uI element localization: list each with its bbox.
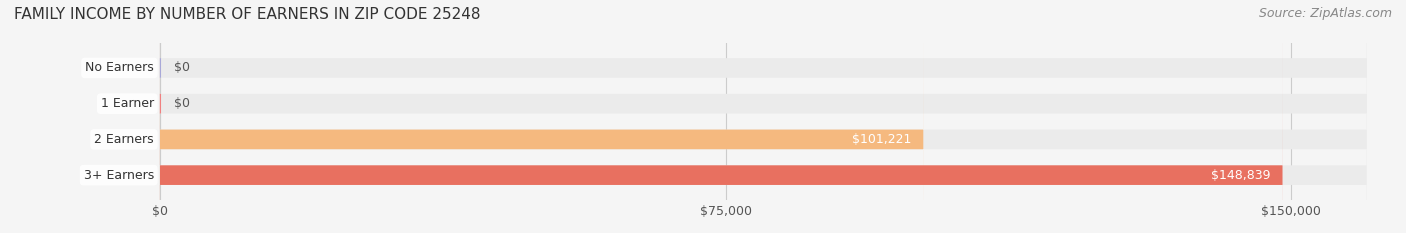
Text: Source: ZipAtlas.com: Source: ZipAtlas.com <box>1258 7 1392 20</box>
FancyBboxPatch shape <box>160 0 1367 233</box>
FancyBboxPatch shape <box>160 0 924 233</box>
FancyBboxPatch shape <box>160 0 1282 233</box>
Text: 2 Earners: 2 Earners <box>94 133 153 146</box>
FancyBboxPatch shape <box>160 0 1367 233</box>
Text: $0: $0 <box>174 62 190 75</box>
Text: 1 Earner: 1 Earner <box>101 97 153 110</box>
Text: $0: $0 <box>174 97 190 110</box>
Text: $148,839: $148,839 <box>1211 169 1271 182</box>
FancyBboxPatch shape <box>160 0 1367 233</box>
Text: $101,221: $101,221 <box>852 133 911 146</box>
Text: 3+ Earners: 3+ Earners <box>83 169 153 182</box>
Text: No Earners: No Earners <box>84 62 153 75</box>
FancyBboxPatch shape <box>160 0 1367 233</box>
Text: FAMILY INCOME BY NUMBER OF EARNERS IN ZIP CODE 25248: FAMILY INCOME BY NUMBER OF EARNERS IN ZI… <box>14 7 481 22</box>
